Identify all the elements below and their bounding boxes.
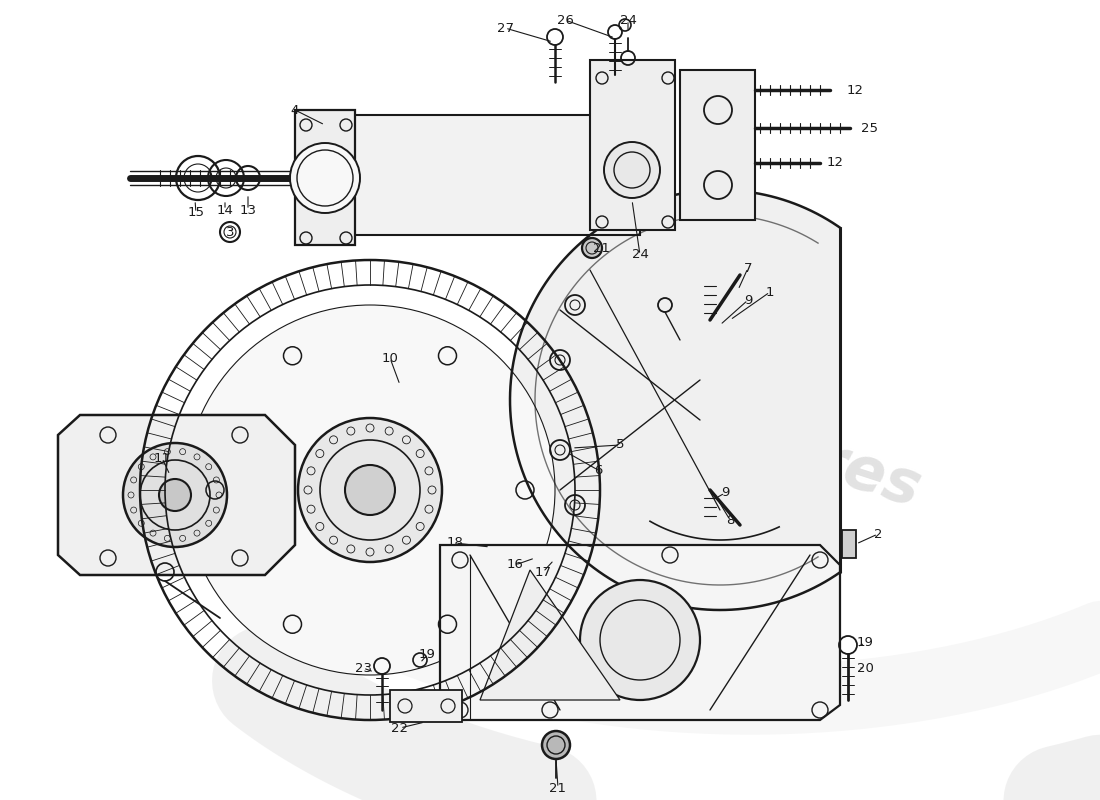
Text: 23: 23 <box>354 662 372 674</box>
Circle shape <box>542 731 570 759</box>
Text: 3: 3 <box>226 226 234 238</box>
Circle shape <box>604 142 660 198</box>
Text: 21: 21 <box>593 242 609 254</box>
Bar <box>295 110 355 245</box>
Text: 12: 12 <box>826 157 844 170</box>
Polygon shape <box>390 690 462 722</box>
Polygon shape <box>510 190 840 610</box>
Text: 6: 6 <box>594 463 602 477</box>
Text: 9: 9 <box>720 486 729 499</box>
Circle shape <box>123 443 227 547</box>
Text: 8: 8 <box>726 514 734 526</box>
Text: 1: 1 <box>766 286 774 298</box>
Polygon shape <box>440 545 840 720</box>
Circle shape <box>582 238 602 258</box>
Bar <box>590 60 675 230</box>
Text: 24: 24 <box>631 249 648 262</box>
Bar <box>680 70 755 220</box>
Circle shape <box>298 418 442 562</box>
Text: 13: 13 <box>240 203 256 217</box>
Text: 27: 27 <box>496 22 514 34</box>
Circle shape <box>185 305 556 675</box>
Text: 5: 5 <box>616 438 625 451</box>
Text: 16: 16 <box>507 558 524 571</box>
Text: 18: 18 <box>447 537 463 550</box>
Text: 7: 7 <box>744 262 752 274</box>
Text: eurotäres: eurotäres <box>592 360 928 520</box>
Text: 9: 9 <box>744 294 752 306</box>
Circle shape <box>290 143 360 213</box>
Circle shape <box>580 580 700 700</box>
Text: 24: 24 <box>619 14 637 26</box>
Text: 15: 15 <box>187 206 205 219</box>
Circle shape <box>160 479 191 511</box>
Text: 2: 2 <box>873 527 882 541</box>
Text: 11: 11 <box>154 451 170 465</box>
Text: 12: 12 <box>847 83 864 97</box>
Circle shape <box>345 465 395 515</box>
Text: 17: 17 <box>535 566 551 578</box>
Text: 26: 26 <box>557 14 573 26</box>
Text: 4: 4 <box>290 103 299 117</box>
Text: 20: 20 <box>857 662 873 674</box>
Text: 10: 10 <box>382 351 398 365</box>
Text: 19: 19 <box>419 649 436 662</box>
Text: 25: 25 <box>861 122 879 134</box>
Polygon shape <box>480 570 620 700</box>
Text: 22: 22 <box>392 722 408 734</box>
Polygon shape <box>58 415 295 575</box>
Bar <box>842 530 856 558</box>
Text: a passion for cars since 1985: a passion for cars since 1985 <box>582 510 838 610</box>
Text: 19: 19 <box>857 637 873 650</box>
Bar <box>330 115 640 235</box>
Text: 21: 21 <box>550 782 566 794</box>
Text: 14: 14 <box>217 203 233 217</box>
